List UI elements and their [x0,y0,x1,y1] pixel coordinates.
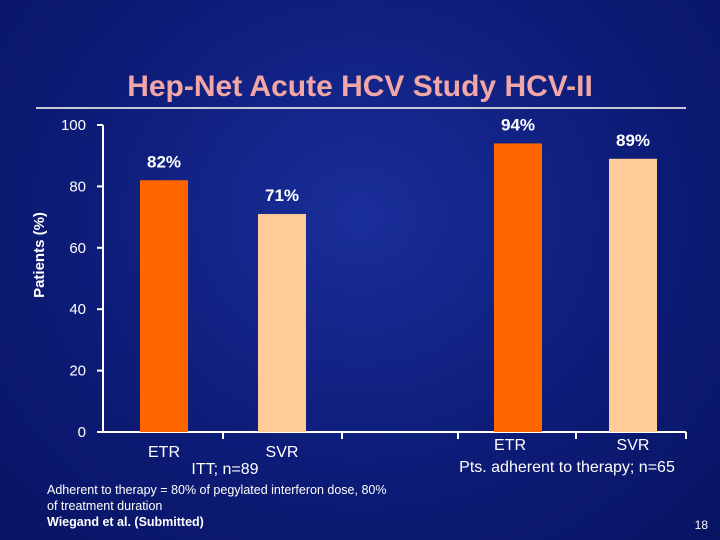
y-tick-label: 100 [61,117,86,134]
slide-title: Hep-Net Acute HCV Study HCV-II [127,70,593,103]
chart-axes: 0 20 40 60 80 100 Patients (%) [31,117,687,441]
bar-svr [258,214,306,432]
title-divider [36,107,686,109]
footnote-citation: Wiegand et al. (Submitted) [47,515,204,529]
y-tick-label: 20 [69,363,86,380]
bar-svr [609,158,657,432]
data-label: 94% [501,115,535,134]
data-label: 71% [265,186,299,205]
bar-etr [494,143,542,433]
footnote: Adherent to therapy = 80% of pegylated i… [47,482,447,530]
y-tick-label: 0 [78,424,86,441]
category-label: SVR [617,437,650,454]
category-label: SVR [266,444,299,461]
group-label: Pts. adherent to therapy; n=65 [459,459,675,476]
y-tick-label: 40 [69,301,86,318]
y-axis-title: Patients (%) [31,212,48,298]
group-label: ITT; n=89 [191,461,258,478]
footnote-line-2: of treatment duration [47,499,163,513]
category-label: ETR [148,444,180,461]
chart-bars [140,143,657,433]
y-tick-label: 80 [69,178,86,195]
data-label: 82% [147,152,181,171]
y-tick-label: 60 [69,240,86,257]
chart-labels: 82% ETR 71% SVR ITT; n=89 94% ETR 89% SVR Pts. ad… [147,115,675,478]
footnote-line-1: Adherent to therapy = 80% of pegylated i… [47,483,387,497]
bar-etr [140,180,188,432]
data-label: 89% [616,131,650,150]
page-number: 18 [694,518,708,532]
category-label: ETR [494,437,526,454]
